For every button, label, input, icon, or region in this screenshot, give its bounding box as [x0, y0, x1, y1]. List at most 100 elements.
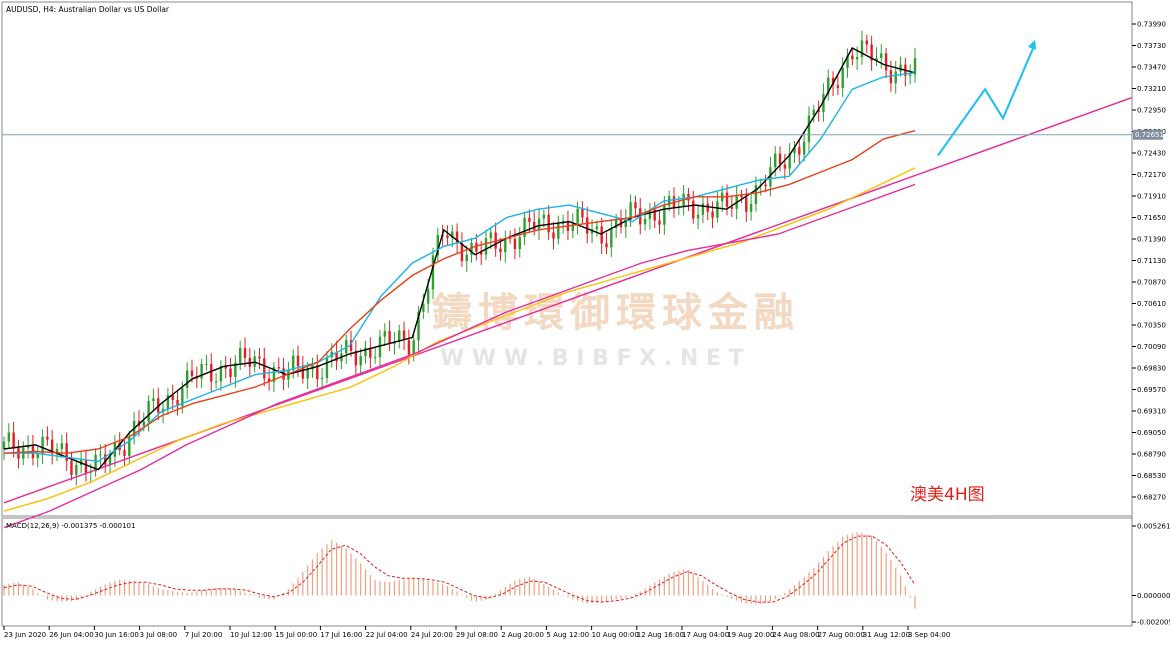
candle-body — [653, 209, 656, 221]
projection-arrow-path — [937, 43, 1036, 157]
candle-body — [764, 184, 767, 187]
chart-annotation: 澳美4H图 — [910, 485, 985, 505]
candle-body — [176, 399, 179, 407]
candle-body — [865, 40, 868, 45]
candle-body — [504, 237, 507, 253]
time-tick-label: 24 Jul 20:00 — [411, 631, 453, 639]
candle-body — [455, 231, 459, 243]
candle-body — [489, 232, 493, 239]
candle-body — [325, 357, 329, 379]
candle-body — [70, 460, 73, 475]
candle-body — [836, 85, 840, 88]
candle-body — [778, 153, 782, 165]
time-tick-label: 26 Jun 04:00 — [49, 631, 93, 639]
candle-body — [648, 209, 652, 219]
chart-title: AUDUSD, H4: Australian Dollar vs US Doll… — [6, 5, 170, 14]
candle-body — [364, 347, 367, 357]
candle-body — [296, 355, 300, 367]
candle-body — [118, 442, 121, 451]
time-tick-label: 3 Sep 04:00 — [908, 631, 950, 639]
time-tick-label: 12 Aug 16:00 — [637, 631, 684, 639]
projection-arrowhead — [1028, 39, 1036, 50]
candle-body — [802, 141, 806, 155]
candle-body — [908, 74, 912, 76]
candle-body — [793, 147, 796, 154]
candle-body — [446, 235, 449, 238]
macd-tick-label: -0.002005 — [1137, 619, 1170, 627]
candle-body — [349, 340, 353, 351]
candle-body — [316, 365, 319, 380]
candle-body — [542, 214, 546, 219]
candle-body — [894, 71, 897, 84]
ma-line-magenta-MA — [3, 183, 916, 529]
candle-body — [855, 57, 859, 60]
candle-body — [36, 454, 39, 459]
candle-body — [600, 226, 603, 244]
candle-body — [557, 223, 560, 239]
candle-body — [104, 454, 107, 465]
candle-body — [749, 204, 753, 212]
candle-body — [634, 202, 637, 209]
candle-body — [2, 441, 6, 450]
candle-body — [605, 243, 608, 248]
price-tick-label: 0.69310 — [1137, 408, 1166, 416]
price-tick-label: 0.73730 — [1137, 42, 1166, 50]
watermark-url: W W W . B I B F X . N E T — [440, 346, 744, 371]
candle-body — [51, 439, 54, 454]
candle-body — [166, 395, 170, 409]
price-tick-label: 0.68790 — [1137, 451, 1166, 459]
candle-body — [831, 77, 835, 86]
candle-body — [827, 77, 830, 95]
candle-body — [817, 109, 820, 113]
candle-body — [417, 311, 420, 341]
candle-body — [740, 195, 743, 198]
candle-body — [860, 40, 864, 58]
candle-body — [147, 400, 150, 422]
candle-body — [369, 347, 372, 358]
candle-body — [913, 58, 917, 75]
candle-body — [190, 370, 194, 377]
price-tick-label: 0.72430 — [1137, 150, 1166, 158]
time-tick-label: 19 Aug 20:00 — [727, 631, 774, 639]
candle-body — [234, 362, 237, 377]
candle-body — [880, 53, 883, 59]
candle-body — [181, 387, 184, 407]
price-tick-label: 0.71650 — [1137, 214, 1166, 222]
candle-body — [547, 214, 550, 233]
candle-body — [614, 219, 618, 229]
candle-body — [426, 289, 430, 304]
candle-body — [754, 184, 758, 205]
candlesticks — [2, 30, 917, 486]
candle-body — [292, 355, 295, 371]
candle-body — [586, 217, 589, 234]
main-panel — [1, 1, 1133, 517]
price-tick-label: 0.70870 — [1137, 279, 1166, 287]
candle-body — [533, 221, 536, 230]
candle-body — [798, 147, 801, 155]
candle-body — [335, 351, 338, 362]
candle-body — [822, 94, 825, 113]
candle-body — [518, 237, 521, 250]
candle-body — [581, 208, 584, 218]
price-tick-label: 0.73470 — [1137, 64, 1166, 72]
candle-body — [431, 255, 435, 290]
time-tick-label: 17 Jul 16:00 — [320, 631, 362, 639]
price-tick-label: 0.71390 — [1137, 236, 1166, 244]
candle-body — [306, 369, 309, 379]
candle-body — [200, 363, 203, 379]
candle-body — [142, 421, 145, 426]
candle-body — [171, 395, 174, 400]
time-tick-label: 30 Jun 16:00 — [94, 631, 138, 639]
candle-body — [513, 238, 517, 250]
candle-body — [479, 251, 483, 255]
candle-body — [730, 206, 734, 209]
candle-body — [875, 58, 878, 61]
projection-arrows — [937, 39, 1036, 157]
candle-body — [238, 347, 242, 363]
candle-body — [846, 55, 849, 68]
candle-body — [725, 192, 729, 207]
candle-body — [75, 464, 78, 475]
price-tick-label: 0.70350 — [1137, 322, 1166, 330]
candle-body — [571, 223, 574, 231]
time-tick-label: 31 Aug 12:00 — [863, 631, 910, 639]
